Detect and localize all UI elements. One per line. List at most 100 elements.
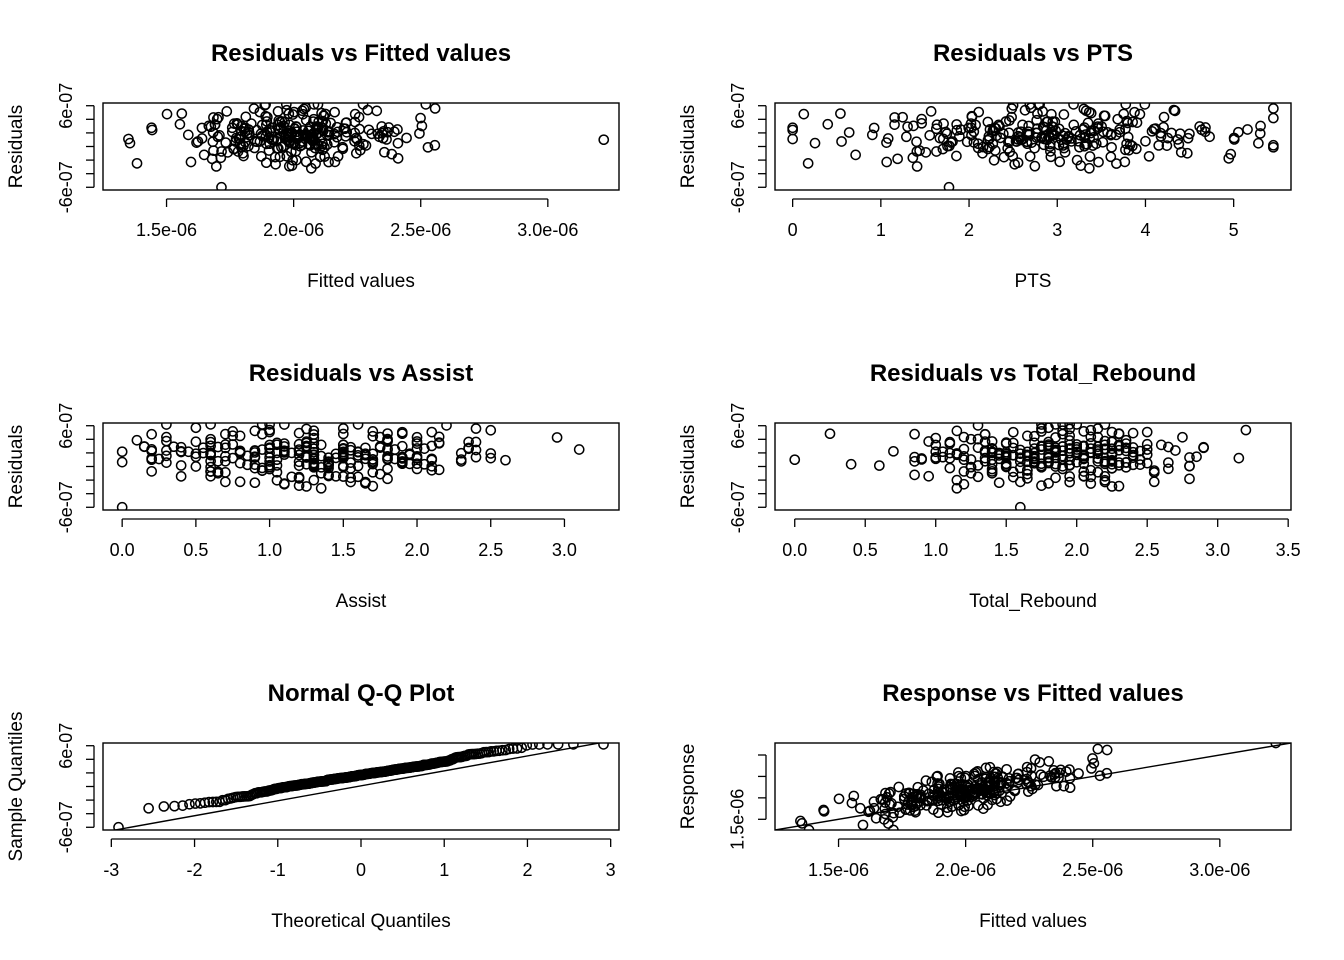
data-point [1155,127,1167,139]
data-point [988,154,1000,166]
data-point [1078,426,1090,437]
data-point [455,447,467,459]
data-point [1078,441,1090,452]
data-point [497,744,508,756]
data-point [376,127,388,139]
data-point [1097,136,1109,148]
data-point [272,106,284,117]
data-point [1083,106,1095,118]
data-point [184,798,195,810]
data-point [116,456,128,468]
data-point [1009,158,1021,170]
data-point [969,770,981,782]
data-point [1127,452,1139,463]
data-points [123,103,610,190]
x-tick-label: 2.5 [1135,540,1160,560]
data-point [401,132,412,144]
data-point [1182,132,1194,144]
data-point [1127,427,1139,439]
y-tick-label: -6e-07 [728,161,748,213]
data-point [1029,754,1041,765]
data-point [802,157,814,169]
data-point [1009,785,1021,797]
data-point [1043,477,1054,489]
data-point [880,808,891,820]
y-tick-label: 6e-07 [728,403,748,449]
data-point [1002,143,1014,154]
data-point [308,103,320,110]
data-point [1098,110,1110,122]
data-point [1003,127,1015,139]
data-point [944,436,956,448]
data-point [1172,134,1184,145]
data-point [1014,444,1026,456]
data-point [1036,423,1047,430]
data-point [416,120,428,132]
data-point [1068,103,1079,110]
data-point [1075,160,1087,171]
data-point [1071,154,1083,166]
data-point [1140,135,1151,147]
data-point [1032,108,1043,120]
data-point [1071,439,1083,450]
data-point [930,432,942,444]
data-points [795,743,1282,830]
data-point [124,137,136,149]
x-tick-label: 3.0e-06 [1189,860,1250,880]
data-point [933,781,945,792]
data-point [1007,426,1019,438]
data-point [940,126,952,138]
data-point [1038,771,1050,783]
data-point [1099,470,1111,482]
data-point [1082,117,1094,129]
x-axis-label: Fitted values [307,271,415,292]
data-point [1254,128,1266,139]
data-point [941,802,953,814]
data-point [568,743,579,750]
data-point [396,440,408,452]
data-point [254,136,266,147]
data-point [1059,146,1071,158]
data-point [984,141,995,153]
data-point [1134,459,1146,470]
data-point [888,445,899,457]
data-point [301,458,312,470]
data-point [422,141,434,153]
data-point [116,446,128,458]
data-point [1007,471,1019,483]
data-point [1099,435,1111,447]
data-point [429,103,441,114]
data-point [1120,103,1132,110]
data-point [984,761,996,773]
data-point [850,149,861,161]
data-point [1113,480,1125,492]
data-point [878,814,890,825]
data-point [527,743,538,750]
data-point [323,469,334,481]
data-point [1223,152,1235,164]
data-point [1012,768,1024,780]
data-point [374,468,386,480]
x-tick-label: 3 [1052,220,1062,240]
data-point [958,478,970,490]
data-point [1120,457,1132,468]
data-point [1094,770,1106,782]
data-point [889,112,900,123]
data-point [937,446,949,458]
data-point [1074,141,1085,153]
plot-frame [774,102,1292,191]
data-point [1139,103,1151,110]
data-point [924,130,936,141]
data-point [1045,151,1057,163]
data-point [925,106,937,117]
data-point [900,804,911,815]
data-point [388,126,400,138]
data-point [1078,466,1090,477]
data-point [1064,430,1076,442]
data-point [212,455,224,467]
data-point [1120,434,1132,446]
data-point [965,118,977,129]
data-point [987,125,999,136]
data-point [1064,782,1076,794]
data-point [912,781,924,793]
